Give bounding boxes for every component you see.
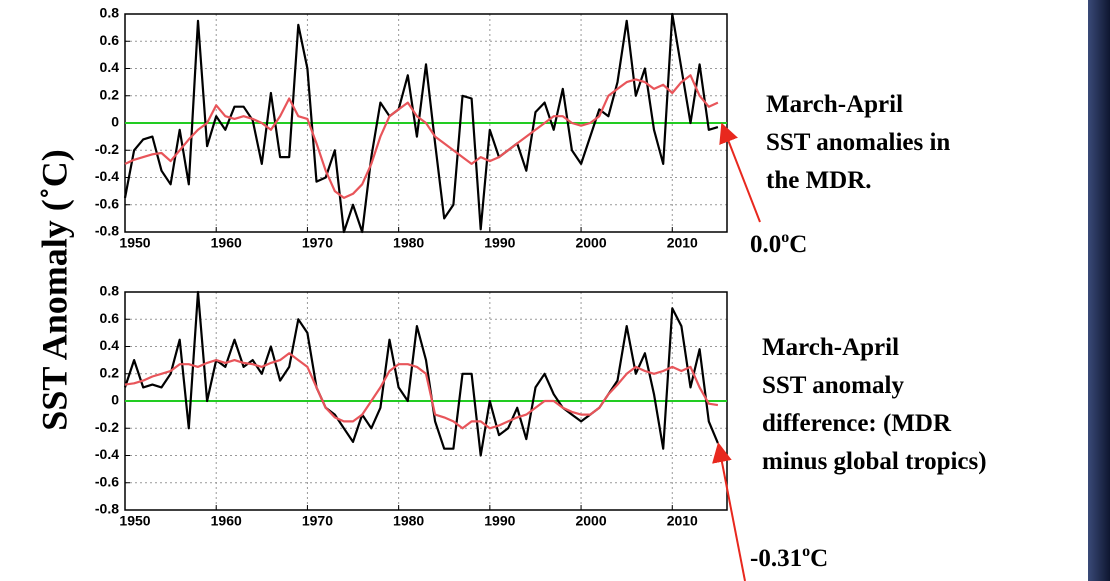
value-unit: C bbox=[810, 545, 828, 572]
y-tick-label: 0.4 bbox=[100, 59, 120, 75]
y-tick-label: -0.8 bbox=[95, 223, 119, 239]
x-tick-label: 2000 bbox=[575, 513, 606, 529]
annotation-text: the MDR. bbox=[766, 167, 872, 194]
annotation-text: difference: (MDR bbox=[762, 410, 952, 437]
annotation-text: SST anomalies in bbox=[766, 129, 950, 156]
annotation-text: SST anomaly bbox=[762, 372, 904, 399]
y-tick-label: 0 bbox=[111, 114, 119, 130]
y-tick-label: 0.8 bbox=[100, 283, 120, 299]
y-tick-label: -0.6 bbox=[95, 473, 119, 489]
annotation-value: 0.0oC bbox=[750, 229, 807, 258]
x-tick-label: 1960 bbox=[211, 513, 242, 529]
annotation-value: -0.31oC bbox=[750, 543, 828, 572]
y-tick-label: 0.8 bbox=[100, 5, 120, 21]
series-line bbox=[123, 12, 719, 234]
y-tick-label: -0.2 bbox=[95, 419, 119, 435]
annotation-text: March-April bbox=[766, 91, 903, 118]
value-text: -0.31 bbox=[750, 545, 802, 572]
x-tick-label: 1950 bbox=[119, 513, 150, 529]
y-tick-label: -0.8 bbox=[95, 501, 119, 517]
series-line bbox=[124, 352, 719, 430]
y-tick-label: 0.6 bbox=[100, 32, 120, 48]
value-text: 0.0 bbox=[750, 231, 781, 258]
x-tick-label: 2000 bbox=[575, 235, 606, 251]
y-tick-label: 0.2 bbox=[100, 364, 120, 380]
x-tick-label: 1980 bbox=[393, 235, 424, 251]
y-tick-label: -0.4 bbox=[95, 168, 119, 184]
x-tick-label: 1970 bbox=[302, 235, 333, 251]
y-tick-label: 0.6 bbox=[100, 310, 120, 326]
y-tick-label: 0.4 bbox=[100, 337, 120, 353]
annotation-arrow bbox=[719, 122, 761, 223]
x-tick-label: 1990 bbox=[484, 513, 515, 529]
value-sup: o bbox=[802, 543, 810, 560]
y-tick-label: -0.2 bbox=[95, 141, 119, 157]
y-axis-label: SST Anomaly (˚C) bbox=[34, 149, 74, 430]
value-unit: C bbox=[789, 231, 807, 258]
x-tick-label: 1990 bbox=[484, 235, 515, 251]
annotation-text: March-April bbox=[762, 334, 899, 361]
y-tick-label: -0.6 bbox=[95, 195, 119, 211]
series-line bbox=[124, 74, 719, 199]
x-tick-label: 2010 bbox=[667, 513, 698, 529]
annotation-arrow bbox=[712, 442, 746, 581]
x-tick-label: 1980 bbox=[393, 513, 424, 529]
annotation-text: minus global tropics) bbox=[762, 448, 987, 475]
y-tick-label: 0 bbox=[111, 392, 119, 408]
y-tick-label: 0.2 bbox=[100, 86, 120, 102]
y-tick-label: -0.4 bbox=[95, 446, 119, 462]
value-sup: o bbox=[781, 229, 789, 246]
x-tick-label: 1970 bbox=[302, 513, 333, 529]
x-tick-label: 2010 bbox=[667, 235, 698, 251]
edge-strip bbox=[1088, 0, 1110, 581]
series-line bbox=[123, 290, 719, 457]
x-tick-label: 1950 bbox=[119, 235, 150, 251]
x-tick-label: 1960 bbox=[211, 235, 242, 251]
